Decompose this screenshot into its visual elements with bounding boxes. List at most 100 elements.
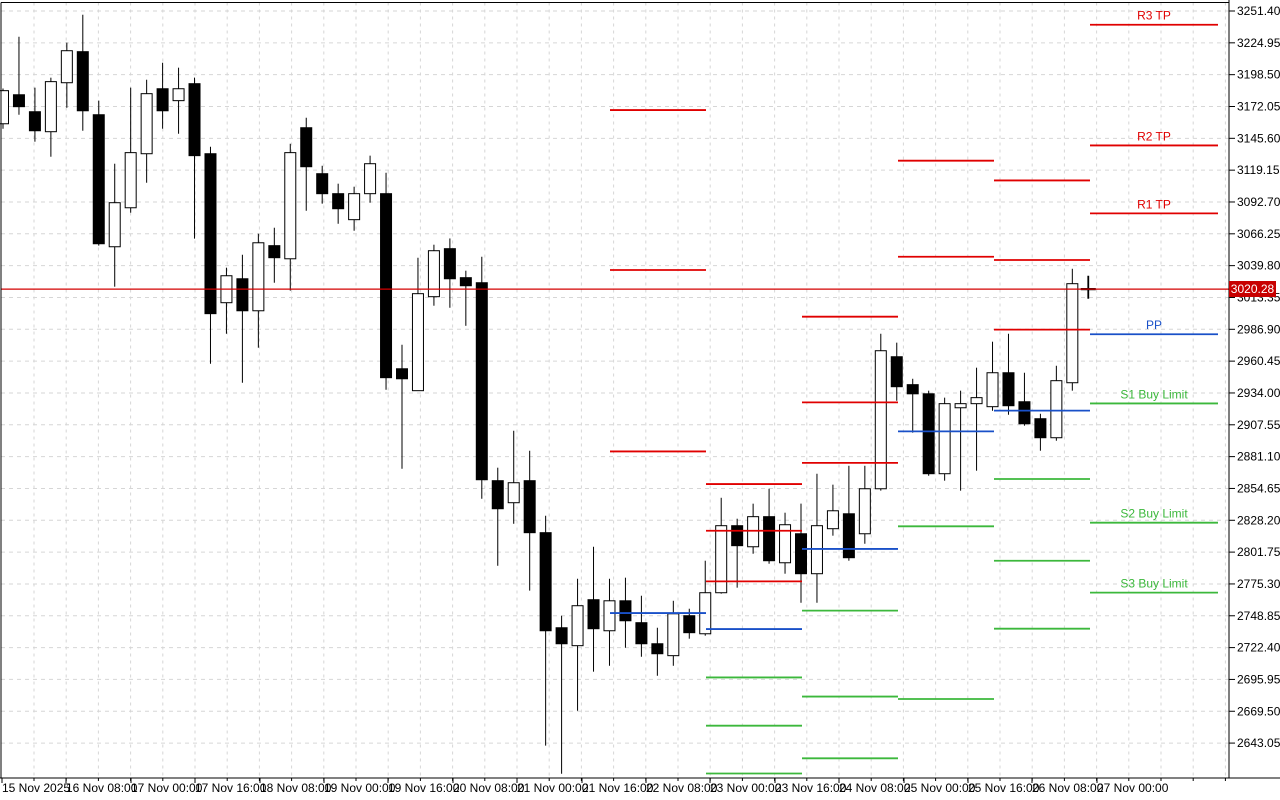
candle-body-down bbox=[1018, 401, 1031, 425]
candle bbox=[507, 430, 520, 524]
time-axis-label: 16 Nov 08:00 bbox=[66, 781, 138, 795]
pivot-day: R3 TP R2 TP R1 TP PP S1 Buy Limit S2 Buy Limi… bbox=[1090, 9, 1218, 594]
candle bbox=[651, 627, 664, 676]
time-axis-label: 17 Nov 16:00 bbox=[195, 781, 267, 795]
candle-body-up bbox=[124, 152, 137, 209]
candle bbox=[380, 172, 393, 390]
candle-body-down bbox=[491, 480, 504, 510]
candle bbox=[12, 36, 25, 115]
price-axis-label: 3066.25 bbox=[1237, 227, 1280, 241]
candle bbox=[1002, 333, 1015, 415]
price-axis-label: 2960.45 bbox=[1237, 354, 1280, 368]
time-axis-label: 25 Nov 16:00 bbox=[968, 781, 1040, 795]
candle-body-down bbox=[443, 248, 456, 280]
time-axis-label: 20 Nov 08:00 bbox=[453, 781, 525, 795]
candle bbox=[459, 270, 472, 326]
time-axis-label: 21 Nov 16:00 bbox=[582, 781, 654, 795]
candle bbox=[411, 257, 424, 392]
candle-body-up bbox=[348, 193, 361, 221]
time-axis-label: 27 Nov 00:00 bbox=[1097, 781, 1169, 795]
price-axis-label: 2881.10 bbox=[1237, 450, 1280, 464]
candle-body-up bbox=[140, 93, 153, 155]
candle-body-up bbox=[108, 202, 121, 248]
candle bbox=[635, 595, 648, 657]
candle-body-down bbox=[268, 245, 281, 259]
candle-body-up bbox=[858, 488, 871, 535]
candle-body-down bbox=[683, 615, 696, 634]
candle bbox=[587, 546, 600, 672]
candle-body-down bbox=[1002, 372, 1015, 407]
candle bbox=[236, 254, 249, 383]
candle bbox=[332, 183, 345, 224]
candle-body-down bbox=[635, 622, 648, 645]
candle-body-down bbox=[587, 599, 600, 630]
candle-body-up bbox=[779, 524, 792, 564]
candle-body-up bbox=[1066, 283, 1079, 384]
candle bbox=[156, 62, 169, 129]
time-axis-label: 17 Nov 00:00 bbox=[131, 781, 203, 795]
candle-body-up bbox=[826, 510, 839, 530]
candle bbox=[539, 515, 552, 746]
price-axis-label: 3092.70 bbox=[1237, 195, 1280, 209]
price-axis-label: 2722.40 bbox=[1237, 641, 1280, 655]
candle bbox=[396, 344, 408, 469]
time-axis-label: 22 Nov 08:00 bbox=[646, 781, 718, 795]
price-axis-label: 2934.00 bbox=[1237, 386, 1280, 400]
time-axis-label: 23 Nov 00:00 bbox=[710, 781, 782, 795]
candle-body-down bbox=[156, 88, 169, 112]
candle-body-up bbox=[571, 605, 584, 647]
candle-body-down bbox=[763, 516, 776, 562]
candle bbox=[523, 450, 536, 591]
candle bbox=[316, 165, 329, 204]
candle bbox=[906, 378, 919, 433]
time-axis-label: 19 Nov 00:00 bbox=[324, 781, 396, 795]
candle bbox=[92, 100, 105, 246]
pivot-levels: R3 TP R2 TP R1 TP PP S1 Buy Limit S2 Buy Limi… bbox=[610, 9, 1218, 775]
candle-body-up bbox=[0, 90, 9, 125]
candle-body-down bbox=[539, 532, 552, 632]
price-axis-label: 3145.60 bbox=[1237, 131, 1280, 145]
time-axis-label: 21 Nov 00:00 bbox=[517, 781, 589, 795]
candle-body-down bbox=[1034, 418, 1047, 439]
candle-body-up bbox=[874, 350, 887, 490]
candle-body-down bbox=[922, 393, 935, 475]
pivot-day bbox=[898, 159, 994, 700]
price-axis-label: 2775.30 bbox=[1237, 577, 1280, 591]
candle-body-down bbox=[475, 282, 488, 481]
candle-body-down bbox=[523, 480, 536, 534]
candle-body-up bbox=[715, 525, 728, 594]
price-axis-label: 2748.85 bbox=[1237, 609, 1280, 623]
time-axis-label: 25 Nov 00:00 bbox=[904, 781, 976, 795]
price-axis-label: 2854.65 bbox=[1237, 481, 1280, 495]
pivot-day bbox=[610, 109, 706, 614]
candle bbox=[76, 14, 89, 131]
candle-body-down bbox=[890, 356, 903, 388]
candle bbox=[108, 163, 121, 287]
candle-body-down bbox=[619, 600, 632, 622]
candle-body-up bbox=[427, 250, 440, 298]
candle bbox=[443, 238, 456, 308]
candle-body-down bbox=[396, 368, 408, 380]
candle-body-down bbox=[300, 127, 313, 168]
candle-body-up bbox=[364, 163, 377, 195]
time-axis-label: 18 Nov 08:00 bbox=[260, 781, 332, 795]
candle bbox=[842, 465, 855, 561]
candle-body-up bbox=[172, 88, 185, 102]
candle-body-down bbox=[12, 94, 25, 108]
candle bbox=[300, 117, 313, 211]
candle-body-down bbox=[380, 193, 393, 379]
candle-body-up bbox=[44, 81, 57, 133]
candle bbox=[874, 333, 887, 491]
candle bbox=[986, 341, 999, 411]
candle bbox=[475, 256, 488, 499]
candle-body-up bbox=[284, 152, 297, 260]
candle bbox=[826, 484, 839, 536]
price-axis-label: 2907.55 bbox=[1237, 418, 1280, 432]
candle-body-up bbox=[603, 600, 616, 632]
candle-body-down bbox=[459, 277, 472, 287]
pivot-day bbox=[706, 483, 802, 775]
candle-body-down bbox=[236, 278, 249, 312]
candle bbox=[124, 87, 137, 213]
